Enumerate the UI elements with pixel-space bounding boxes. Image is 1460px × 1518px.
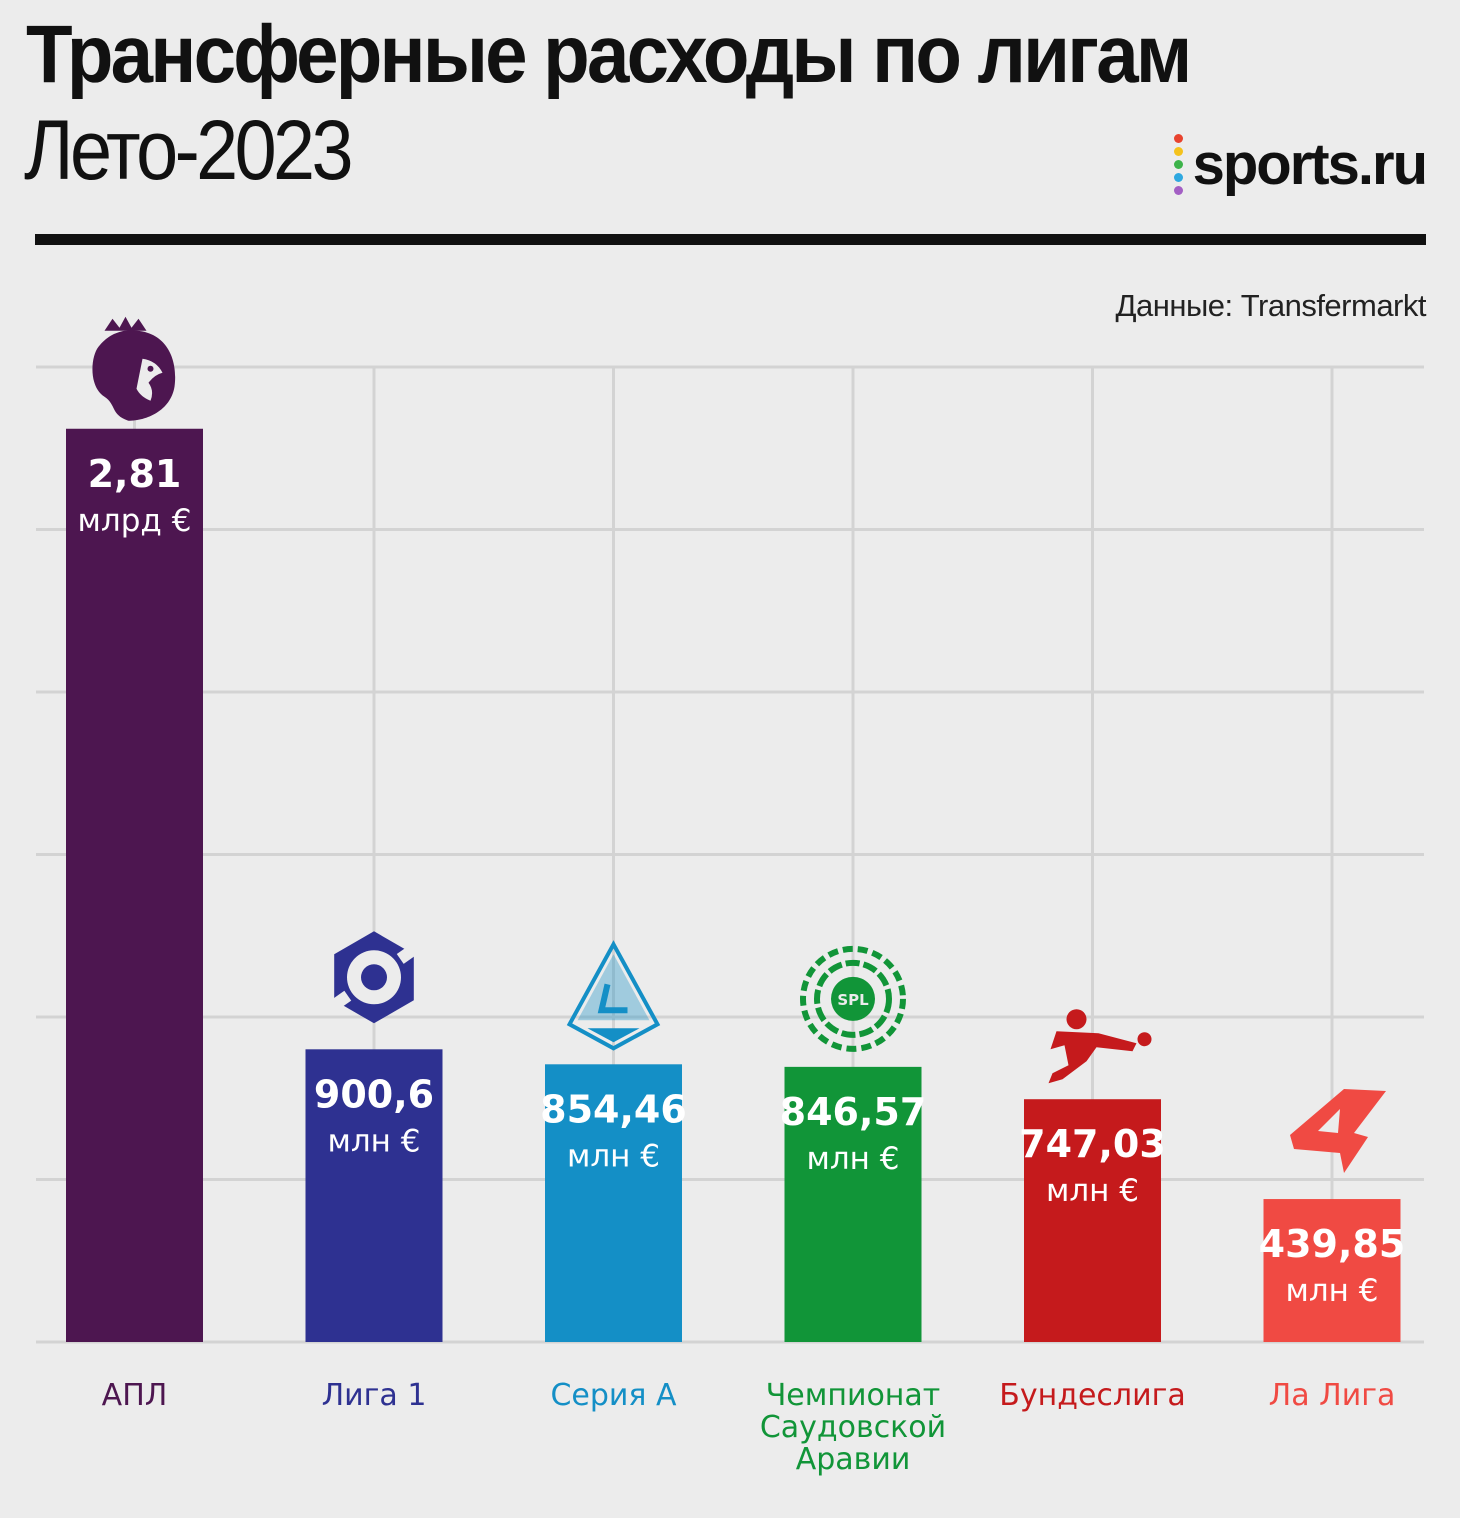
bar-value-label: 854,46 (540, 1087, 687, 1131)
bar-unit-label: млрд € (78, 503, 192, 539)
laliga-logo-icon (1290, 1089, 1386, 1174)
bar-unit-label: млн € (567, 1138, 660, 1174)
spl-logo-icon: SPL (800, 945, 906, 1052)
category-label: Лига 1 (322, 1378, 427, 1413)
bar-unit-label: млн € (327, 1123, 420, 1159)
category-label: Саудовской (760, 1410, 946, 1445)
premier-league-lion-icon (92, 316, 176, 421)
bar (1263, 1199, 1401, 1342)
category-label: Аравии (796, 1442, 911, 1477)
bar (305, 1049, 443, 1342)
category-label: Ла Лига (1269, 1378, 1396, 1413)
bar-value-label: 439,85 (1259, 1222, 1406, 1266)
bar-unit-label: млн € (1285, 1273, 1378, 1309)
serie-a-logo-icon (566, 940, 661, 1051)
bar-value-label: 846,57 (780, 1090, 927, 1134)
data-source: Данные: Transfermarkt (1115, 288, 1427, 323)
category-label: АПЛ (102, 1378, 168, 1413)
category-label: Бундеслига (999, 1378, 1185, 1413)
bar (66, 428, 203, 1342)
header-divider (35, 234, 1426, 245)
sports-ru-logo: sports.ru (1173, 131, 1428, 197)
bar-unit-label: млн € (806, 1141, 899, 1177)
bar (784, 1066, 922, 1342)
category-label: Серия А (550, 1378, 677, 1413)
bar-value-label: 900,6 (314, 1072, 434, 1116)
ligue-1-logo-icon (329, 931, 419, 1024)
category-label: Чемпионат (766, 1378, 941, 1413)
logo-text: sports.ru (1192, 131, 1428, 197)
svg-text:SPL: SPL (837, 991, 869, 1009)
bar-value-label: 2,81 (88, 452, 182, 496)
page-subtitle: Лето-2023 (24, 103, 354, 197)
bar (545, 1064, 682, 1342)
bar (1024, 1099, 1161, 1342)
page-title: Трансферные расходы по лигам (26, 9, 1192, 100)
logo-dots-icon (1173, 134, 1183, 195)
bar-unit-label: млн € (1046, 1173, 1139, 1209)
bar-value-label: 747,03 (1019, 1122, 1166, 1166)
bundesliga-player-icon (1048, 1009, 1152, 1084)
